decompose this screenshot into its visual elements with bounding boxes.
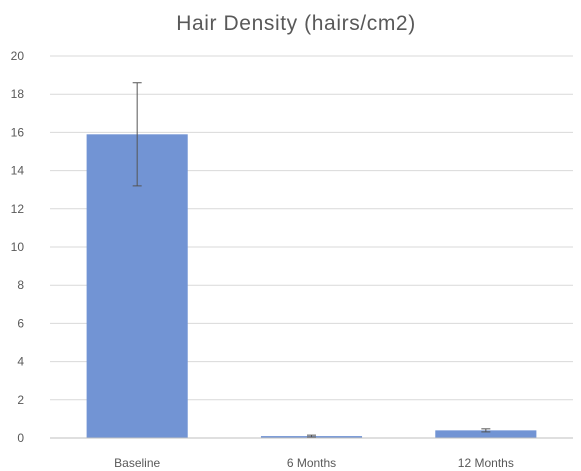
bar-12-months <box>435 430 537 438</box>
y-tick-label: 10 <box>11 240 25 254</box>
y-tick-label: 16 <box>11 125 25 139</box>
x-category-label: 6 Months <box>287 456 336 470</box>
y-axis-ticks: 0 2 4 6 8 10 12 14 16 18 20 <box>11 49 25 445</box>
error-bars <box>132 82 491 438</box>
bars <box>86 134 537 438</box>
y-tick-label: 6 <box>17 316 24 330</box>
y-tick-label: 8 <box>17 278 24 292</box>
x-category-label: 12 Months <box>458 456 514 470</box>
y-tick-label: 18 <box>11 87 25 101</box>
y-tick-label: 14 <box>11 164 25 178</box>
y-tick-label: 2 <box>17 393 24 407</box>
y-tick-label: 12 <box>11 202 25 216</box>
y-tick-label: 4 <box>17 355 24 369</box>
y-tick-label: 20 <box>11 49 25 63</box>
chart-title: Hair Density (hairs/cm2) <box>176 12 416 35</box>
x-axis-categories: Baseline 6 Months 12 Months <box>114 456 514 470</box>
y-tick-label: 0 <box>17 431 24 445</box>
x-category-label: Baseline <box>114 456 160 470</box>
